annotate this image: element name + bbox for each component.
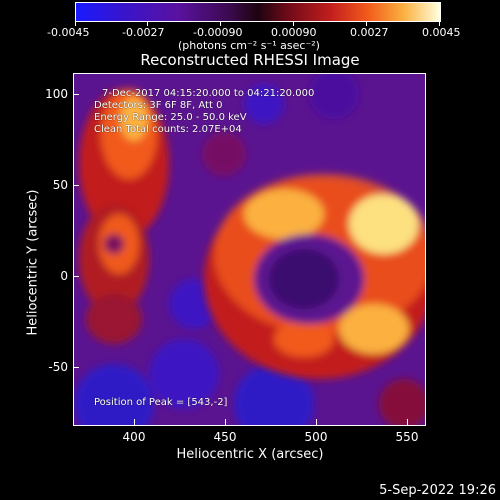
y-axis-tick xyxy=(73,185,79,186)
colorbar-tick xyxy=(366,21,367,26)
x-tick-label: 400 xyxy=(122,430,146,444)
energy-range-text: Energy Range: 25.0 - 50.0 keV xyxy=(94,112,247,123)
colorbar-tick xyxy=(75,21,76,26)
colorbar-tick-label: -0.0045 xyxy=(47,26,90,39)
y-tick-label: -50 xyxy=(48,360,68,374)
plot-title: Reconstructed RHESSI Image xyxy=(140,51,360,69)
solar-image xyxy=(73,73,426,426)
y-axis-tick xyxy=(73,94,79,95)
y-tick-label: 100 xyxy=(45,87,68,101)
colorbar-unit-label: (photons cm⁻² s⁻¹ asec⁻²) xyxy=(178,39,320,52)
x-tick-label: 550 xyxy=(395,430,419,444)
y-axis-label: Heliocentric Y (arcsec) xyxy=(25,189,41,336)
colorbar-tick xyxy=(220,21,221,26)
x-axis-label: Heliocentric X (arcsec) xyxy=(176,447,324,462)
x-tick-label: 500 xyxy=(304,430,328,444)
x-axis-tick xyxy=(316,419,317,425)
colorbar-tick-label: 0.0027 xyxy=(350,26,389,39)
colorbar-tick-label: -0.00090 xyxy=(193,26,243,39)
x-axis-tick xyxy=(407,419,408,425)
y-axis-tick xyxy=(73,367,79,368)
y-axis-tick xyxy=(73,276,79,277)
peak-position-text: Position of Peak = [543,-2] xyxy=(94,397,228,408)
x-axis-tick xyxy=(134,419,135,425)
clean-counts-text: Clean Total counts: 2.07E+04 xyxy=(94,124,242,135)
colorbar-tick-label: 0.0045 xyxy=(422,26,461,39)
colorbar-tick xyxy=(439,21,440,26)
x-tick-label: 450 xyxy=(213,430,237,444)
y-tick-label: 0 xyxy=(60,269,68,283)
colorbar-tick xyxy=(147,21,148,26)
colorbar-tick-label: -0.0027 xyxy=(122,26,165,39)
y-tick-label: 50 xyxy=(52,178,68,192)
colorbar-tick-label: 0.00090 xyxy=(271,26,317,39)
solar-image-canvas xyxy=(74,74,425,425)
footer-date: 5-Sep-2022 19:26 xyxy=(379,483,496,498)
colorbar xyxy=(75,2,441,22)
time-range-text: 7-Dec-2017 04:15:20.000 to 04:21:20.000 xyxy=(102,88,315,99)
detectors-text: Detectors: 3F 6F 8F, Att 0 xyxy=(94,100,223,111)
colorbar-tick xyxy=(293,21,294,26)
x-axis-tick xyxy=(225,419,226,425)
